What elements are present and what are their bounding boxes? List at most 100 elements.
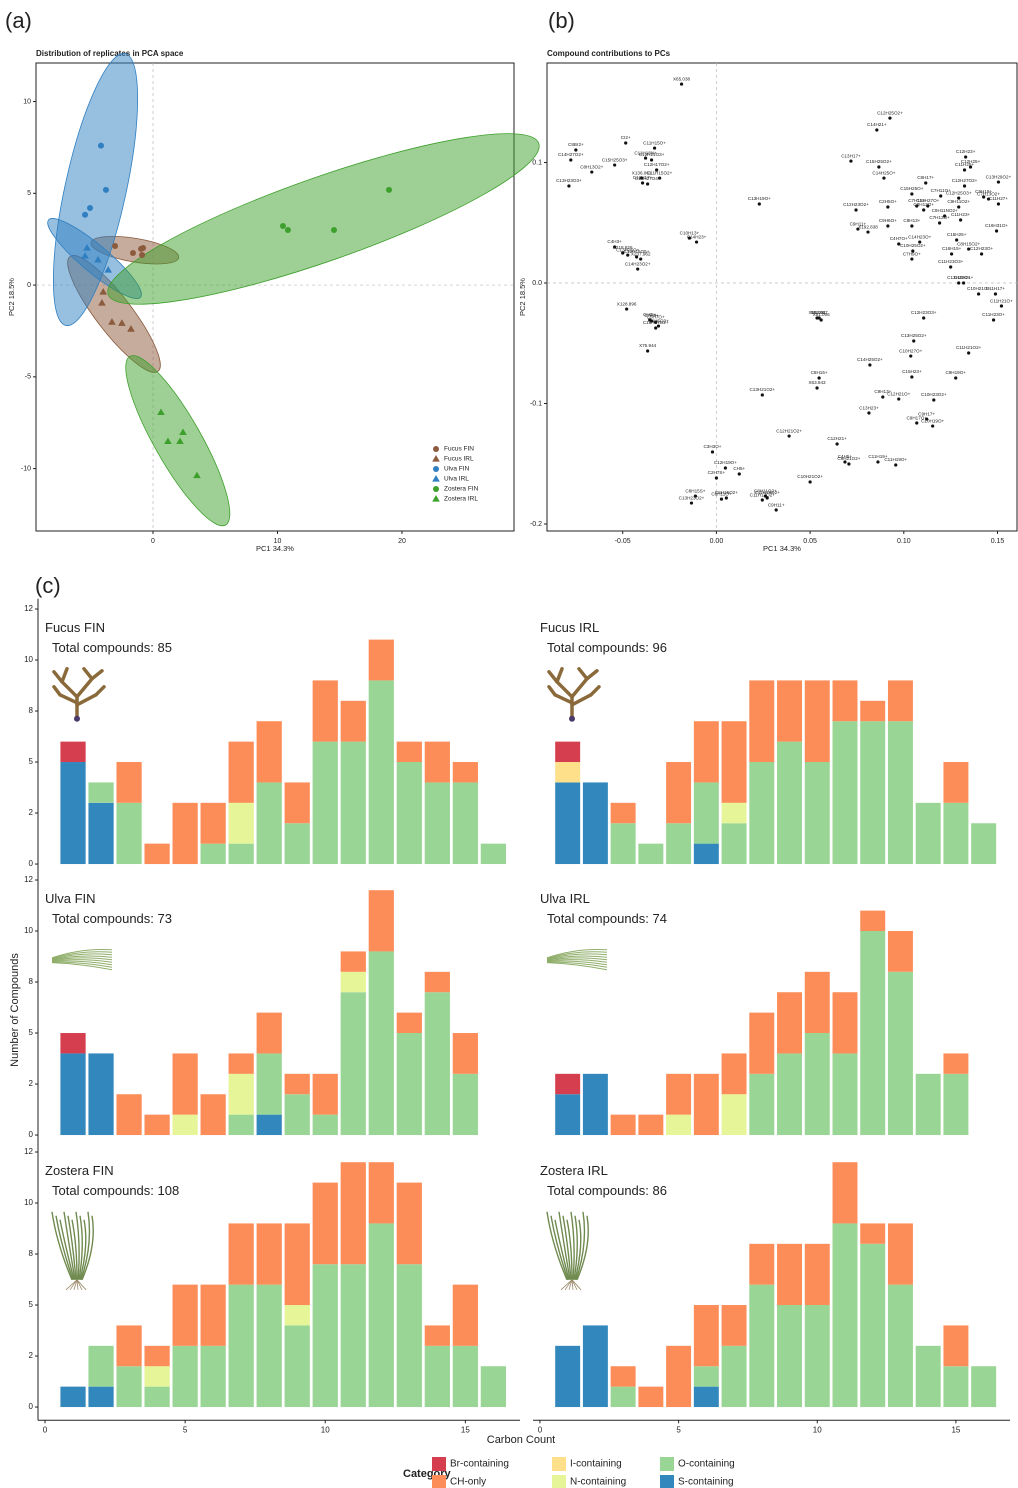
- icon-stroke: [54, 687, 60, 695]
- point-label: C11H15O+: [643, 140, 666, 145]
- point-label: C12H21O2+: [776, 428, 802, 433]
- point: [818, 376, 821, 379]
- y-tick-label: 2: [29, 1079, 34, 1088]
- y-axis-label: PC2 18.5%: [7, 278, 16, 316]
- bar-segment: [313, 742, 338, 864]
- bar-segment: [425, 1325, 450, 1345]
- y-tick-label: 10: [24, 926, 33, 935]
- bar-segment: [60, 1033, 85, 1053]
- bar-segment: [805, 680, 830, 762]
- point: [285, 227, 291, 233]
- chart-title: Distribution of replicates in PCA space: [36, 49, 184, 58]
- bar-segment: [916, 1346, 941, 1407]
- point-label: X75.944: [639, 343, 657, 348]
- bar-segment: [555, 762, 580, 782]
- point-label: C9H21O2+: [837, 456, 860, 461]
- y-tick-label: 5: [29, 757, 34, 766]
- point: [854, 208, 857, 211]
- bar-segment: [88, 1387, 113, 1407]
- bar-segment: [943, 1053, 968, 1073]
- y-tick-label: 0.0: [532, 280, 542, 287]
- panel-label: (a): [5, 8, 32, 33]
- point-label: C13H23O2+: [679, 495, 705, 500]
- point-label: C12H23+: [956, 149, 976, 154]
- bar-segment: [144, 844, 169, 864]
- bar-segment: [694, 782, 719, 843]
- point: [140, 245, 146, 251]
- bar-segment: [777, 742, 802, 864]
- bar-segment: [888, 1285, 913, 1407]
- bar-segment: [722, 803, 747, 823]
- point: [962, 281, 965, 284]
- bar-segment: [805, 1033, 830, 1135]
- bar-segment: [860, 1244, 885, 1407]
- bar-segment: [481, 844, 506, 864]
- bar-segment: [453, 1074, 478, 1135]
- bar-segment: [229, 803, 254, 844]
- panel-label: (c): [35, 573, 61, 598]
- bar-segment: [555, 1074, 580, 1094]
- x-axis-label: PC1 34.3%: [763, 544, 801, 553]
- bar-segment: [833, 680, 858, 721]
- bar-segment: [88, 1053, 113, 1135]
- bar-segment: [860, 931, 885, 1135]
- bar-segment: [397, 762, 422, 864]
- bar-segment: [833, 721, 858, 864]
- y-tick-label: 0.1: [532, 159, 542, 166]
- point-label: C4H3+: [607, 239, 622, 244]
- species-icon: [547, 1212, 588, 1290]
- x-tick-label: 15: [951, 1425, 960, 1434]
- bar-segment: [116, 1325, 141, 1366]
- y-tick-label: -0.2: [530, 521, 542, 528]
- point: [957, 205, 960, 208]
- point: [886, 205, 889, 208]
- bar-segment: [611, 803, 636, 823]
- legend-swatch: [660, 1475, 674, 1488]
- point: [997, 202, 1000, 205]
- bar-segment: [666, 1346, 691, 1407]
- bar-segment: [173, 1053, 198, 1114]
- bar-segment: [749, 1013, 774, 1074]
- point-label: C14H23O2+: [625, 261, 651, 266]
- point-label: C12H27O2+: [952, 178, 978, 183]
- bar-segment: [201, 803, 226, 844]
- point: [847, 462, 850, 465]
- point-label: C8H13O2+: [580, 164, 603, 169]
- panel-subtitle: Total compounds: 74: [547, 911, 667, 926]
- bar-segment: [860, 1223, 885, 1243]
- x-tick-label: 0.10: [897, 538, 911, 545]
- bar-segment: [971, 823, 996, 864]
- bar-segment: [888, 972, 913, 1135]
- point: [910, 192, 913, 195]
- bar-segment: [555, 1346, 580, 1407]
- point: [922, 316, 925, 319]
- plot-frame: [547, 63, 1017, 531]
- legend-marker: [432, 475, 440, 482]
- point: [738, 472, 741, 475]
- point-label: C13H25O2+: [901, 333, 927, 338]
- bar-segment: [313, 1115, 338, 1135]
- legend-swatch: [552, 1475, 566, 1488]
- point-label: C10H23O2+: [921, 392, 947, 397]
- y-tick-label: 10: [24, 1198, 33, 1207]
- bar-segment: [201, 1094, 226, 1135]
- bar-segment: [257, 1053, 282, 1114]
- icon-stroke: [572, 695, 591, 705]
- bar-segment: [341, 972, 366, 992]
- figure: (a) (b) (c) Carbon Count Number of Compo…: [0, 0, 1018, 1488]
- point: [888, 116, 891, 119]
- bar-segment: [229, 844, 254, 864]
- bar-segment: [943, 803, 968, 864]
- y-tick-label: 12: [24, 604, 33, 613]
- point: [103, 187, 109, 193]
- legend-marker: [433, 466, 439, 472]
- bar-segment: [229, 1223, 254, 1284]
- point-label: C12H23O+: [970, 246, 993, 251]
- y-tick-label: 2: [29, 808, 34, 817]
- point: [911, 249, 914, 252]
- point-label: C12H25O2+: [877, 110, 903, 115]
- panel-title: Zostera FIN: [45, 1163, 114, 1178]
- point: [963, 168, 966, 171]
- bar-segment: [943, 1366, 968, 1407]
- point-label: X237.962: [631, 251, 651, 256]
